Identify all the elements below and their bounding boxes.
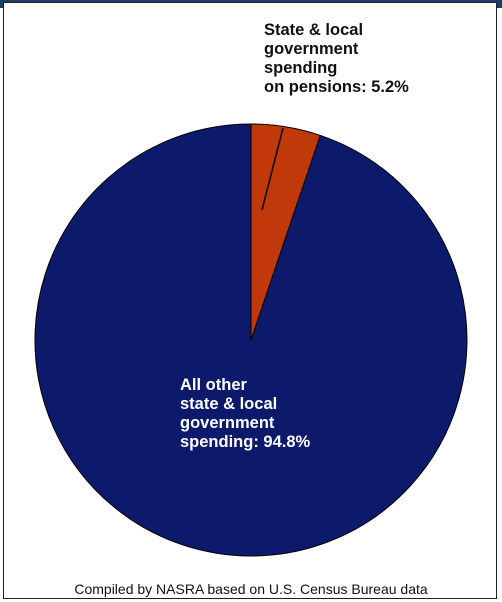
other-label-line-4: spending: 94.8% <box>180 433 311 451</box>
pension-slice-label: State & local government spending on pen… <box>264 21 409 97</box>
other-slice-label: All other state & local government spend… <box>180 376 310 452</box>
pie-slices <box>34 123 468 557</box>
other-spending-slice <box>34 123 468 557</box>
other-label-line-2: state & local <box>180 395 278 413</box>
pension-label-line-2: government <box>264 40 359 58</box>
source-note: Compiled by NASRA based on U.S. Census B… <box>74 581 428 597</box>
pension-label-line-3: spending <box>264 59 338 77</box>
pension-label-line-4: on pensions: 5.2% <box>264 78 409 96</box>
other-label-line-1: All other <box>180 376 247 394</box>
other-label-line-3: government <box>180 414 275 432</box>
pension-label-line-1: State & local <box>264 21 364 39</box>
pension-leader-line <box>261 127 284 211</box>
